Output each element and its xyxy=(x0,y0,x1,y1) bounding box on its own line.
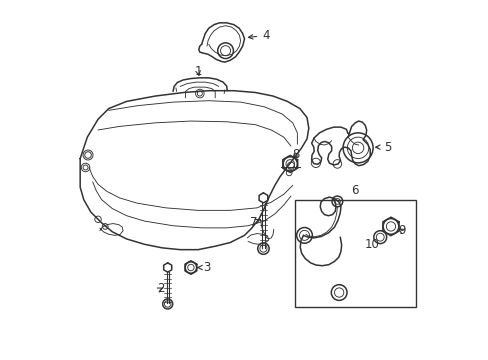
Circle shape xyxy=(83,150,93,160)
Text: 9: 9 xyxy=(397,224,405,237)
Text: 6: 6 xyxy=(351,184,358,197)
Circle shape xyxy=(84,152,91,158)
Text: 2: 2 xyxy=(157,283,164,296)
Text: 8: 8 xyxy=(292,148,299,161)
Text: 4: 4 xyxy=(248,29,269,42)
Bar xyxy=(294,200,415,307)
Text: 1: 1 xyxy=(194,64,202,77)
Text: 3: 3 xyxy=(197,261,210,274)
Text: 5: 5 xyxy=(375,141,390,154)
Text: 10: 10 xyxy=(364,238,379,251)
Text: 7: 7 xyxy=(249,216,260,229)
